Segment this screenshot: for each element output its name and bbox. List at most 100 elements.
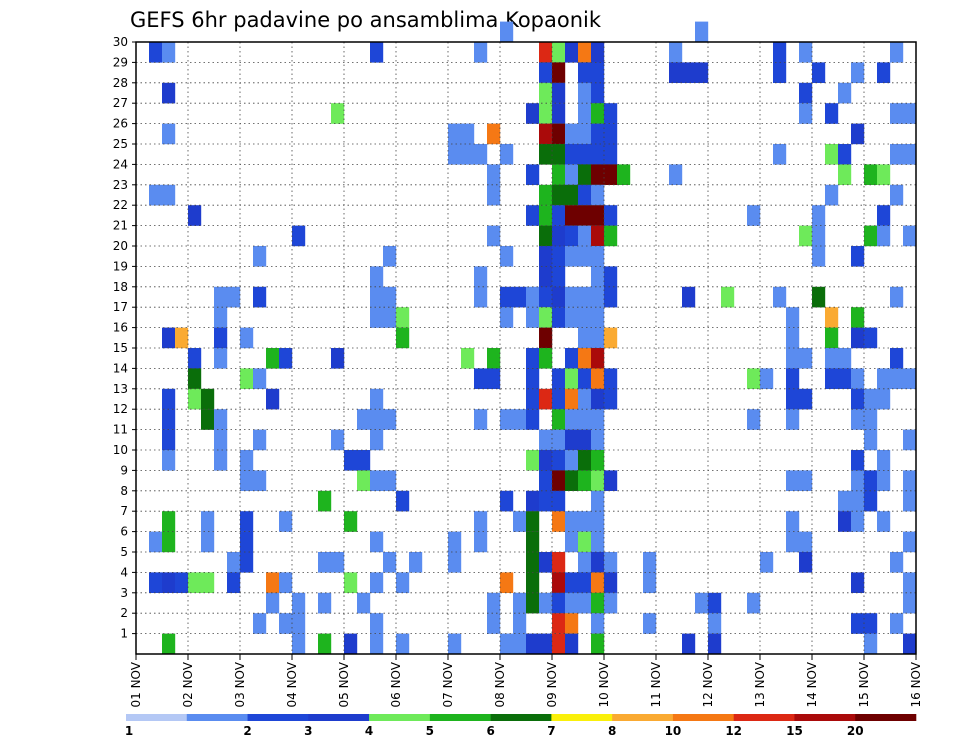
heatmap-cell [604, 103, 618, 124]
y-tick-label: 23 [113, 178, 128, 192]
heatmap-cell [539, 470, 553, 491]
heatmap-cell [903, 572, 917, 593]
heatmap-cell [591, 409, 605, 430]
heatmap-cell [188, 368, 202, 389]
heatmap-cell [500, 246, 514, 267]
heatmap-cell [526, 307, 540, 328]
heatmap-cell [513, 286, 527, 308]
heatmap-cell [903, 103, 917, 124]
heatmap-cell [552, 388, 566, 410]
heatmap-cell [240, 511, 254, 532]
heatmap-cell [565, 450, 579, 471]
heatmap-cell [838, 144, 852, 165]
legend-label: 2 [243, 724, 251, 738]
heatmap-cell [552, 184, 566, 206]
heatmap-cell [344, 572, 358, 593]
heatmap-cell [552, 286, 566, 308]
heatmap-cell [448, 552, 462, 573]
heatmap-cell [591, 348, 605, 369]
heatmap-cell [838, 164, 852, 185]
legend-label: 1 [125, 724, 133, 738]
heatmap-cell [552, 62, 566, 83]
heatmap-cell [539, 429, 553, 451]
heatmap-cell [591, 511, 605, 532]
heatmap-cell [890, 613, 904, 634]
heatmap-cell [188, 348, 202, 369]
heatmap-cell [578, 205, 592, 226]
heatmap-cell [578, 144, 592, 165]
y-tick-label: 18 [113, 280, 128, 294]
heatmap-cell [825, 368, 839, 389]
heatmap-cell [552, 144, 566, 165]
x-tick-label: 15 NOV [857, 661, 871, 707]
y-tick-label: 5 [120, 545, 128, 559]
heatmap-cell [838, 348, 852, 369]
heatmap-cell [175, 572, 189, 593]
heatmap-cell [604, 266, 618, 287]
heatmap-cell [825, 348, 839, 369]
heatmap-cell [565, 613, 579, 634]
legend-label: 20 [847, 724, 864, 738]
heatmap-cell [396, 307, 410, 328]
x-tick-label: 13 NOV [753, 661, 767, 707]
heatmap-cell [526, 103, 540, 124]
heatmap-cell [578, 184, 592, 206]
heatmap-cell [370, 42, 384, 63]
heatmap-cell [552, 103, 566, 124]
heatmap-cell [786, 327, 800, 349]
heatmap-cell [565, 348, 579, 369]
y-tick-label: 10 [113, 443, 128, 457]
heatmap-cell [344, 511, 358, 532]
heatmap-cell [175, 327, 189, 349]
heatmap-cell [578, 531, 592, 553]
heatmap-cell [877, 511, 891, 532]
heatmap-cell [188, 572, 202, 593]
heatmap-cell [279, 572, 293, 593]
heatmap-cell [682, 633, 696, 655]
heatmap-cell [487, 164, 501, 185]
heatmap-cell [890, 144, 904, 165]
y-tick-label: 15 [113, 341, 128, 355]
y-tick-label: 2 [120, 606, 128, 620]
heatmap-cell [643, 613, 657, 634]
heatmap-cell [526, 368, 540, 389]
heatmap-cell [526, 205, 540, 226]
heatmap-cell [578, 307, 592, 328]
heatmap-cell [162, 633, 176, 655]
heatmap-cell [487, 348, 501, 369]
heatmap-cell [474, 531, 488, 553]
heatmap-cell [643, 552, 657, 573]
heatmap-cell [591, 592, 605, 614]
legend-label: 6 [486, 724, 494, 738]
heatmap-cell [682, 62, 696, 83]
heatmap-cell [851, 62, 865, 83]
gridlines [136, 42, 916, 654]
heatmap-cell [318, 552, 332, 573]
heatmap-cell [279, 348, 293, 369]
heatmap-cell [760, 552, 774, 573]
heatmap-cell [851, 450, 865, 471]
heatmap-cell [591, 429, 605, 451]
heatmap-cell [604, 470, 618, 491]
heatmap-cell [565, 409, 579, 430]
heatmap-cell [591, 450, 605, 471]
heatmap-cell [214, 286, 228, 308]
y-tick-label: 4 [120, 565, 128, 579]
heatmap-cell [539, 205, 553, 226]
heatmap-cell [773, 62, 787, 83]
heatmap-cell [539, 327, 553, 349]
heatmap-cell [162, 429, 176, 451]
heatmap-cell [188, 388, 202, 410]
heatmap-cell [591, 368, 605, 389]
x-tick-label: 11 NOV [649, 661, 663, 707]
heatmap-cell [877, 225, 891, 247]
legend-swatch [308, 714, 370, 721]
heatmap-cell [331, 348, 345, 369]
heatmap-cell [877, 62, 891, 83]
heatmap-cell [578, 225, 592, 247]
y-tick-label: 9 [120, 463, 128, 477]
heatmap-cell [552, 307, 566, 328]
heatmap-cell [851, 388, 865, 410]
heatmap-cell [240, 552, 254, 573]
